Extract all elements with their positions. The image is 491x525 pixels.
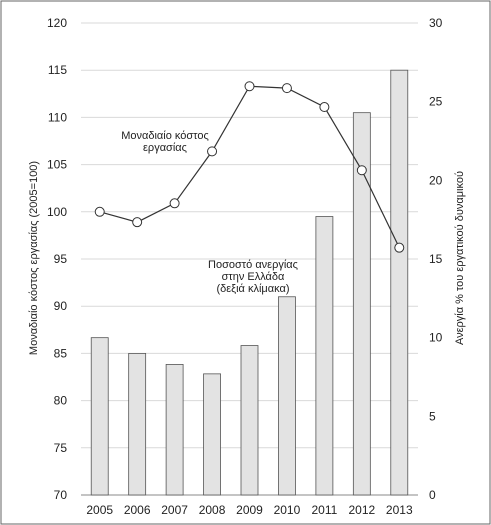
left-tick-label: 100 bbox=[47, 205, 67, 219]
point-2012 bbox=[356, 165, 367, 176]
left-tick-label: 115 bbox=[48, 63, 67, 77]
right-tick-label: 30 bbox=[429, 16, 443, 30]
left-axis-title: Μοναδιαίο κόστος εργασίας (2005=100) bbox=[28, 161, 40, 355]
left-tick-label: 110 bbox=[48, 110, 67, 124]
left-tick-label: 95 bbox=[54, 252, 68, 266]
point-2005 bbox=[94, 206, 105, 217]
point-2008 bbox=[207, 146, 218, 157]
annotation-line: εργασίας bbox=[143, 142, 187, 154]
right-tick-label: 0 bbox=[429, 488, 436, 502]
point-2013 bbox=[394, 242, 405, 253]
annotation-line: στην Ελλάδα bbox=[222, 271, 285, 283]
right-tick-label: 10 bbox=[429, 331, 443, 345]
right-tick-label: 25 bbox=[429, 95, 443, 109]
bar-2011 bbox=[315, 216, 334, 496]
annotation-line: Ποσοστό ανεργίας bbox=[208, 259, 298, 271]
x-tick-label: 2005 bbox=[86, 503, 113, 517]
right-tick-label: 5 bbox=[429, 409, 436, 423]
right-tick-label: 15 bbox=[429, 252, 443, 266]
point-2009 bbox=[244, 81, 255, 92]
point-2007 bbox=[169, 198, 180, 209]
right-tick-label: 20 bbox=[429, 173, 443, 187]
bar-2008 bbox=[203, 373, 221, 496]
line-series bbox=[94, 81, 405, 253]
bar-2009 bbox=[240, 345, 259, 496]
bar-2007 bbox=[165, 364, 184, 496]
bar-series bbox=[90, 69, 409, 496]
x-tick-label: 2007 bbox=[161, 503, 188, 517]
left-tick-label: 90 bbox=[54, 299, 68, 313]
annotation-line: (δεξιά κλίμακα) bbox=[216, 283, 289, 295]
left-tick-label: 85 bbox=[54, 346, 68, 360]
x-tick-label: 2008 bbox=[199, 503, 226, 517]
x-tick-label: 2013 bbox=[386, 503, 413, 517]
x-tick-label: 2011 bbox=[311, 503, 337, 517]
x-tick-label: 2009 bbox=[236, 503, 263, 517]
point-2011 bbox=[319, 102, 330, 113]
left-tick-label: 80 bbox=[54, 394, 68, 408]
left-tick-label: 75 bbox=[54, 441, 68, 455]
bar-2005 bbox=[90, 337, 109, 496]
bar-2010 bbox=[278, 296, 296, 496]
right-axis-title: Ανεργία % του εργατικού δυναμικού bbox=[454, 171, 466, 345]
bar-2012 bbox=[352, 112, 371, 496]
bar-2013 bbox=[390, 69, 409, 496]
point-2010 bbox=[281, 83, 292, 94]
axis-ticks: 70 75 80 85 90 95 100 105 110 115 120 0 5 10 15 20 25 30 2… bbox=[47, 16, 443, 517]
x-tick-label: 2012 bbox=[348, 503, 375, 517]
x-tick-label: 2006 bbox=[124, 503, 151, 517]
left-tick-label: 120 bbox=[47, 16, 67, 30]
x-tick-label: 2010 bbox=[274, 503, 301, 517]
left-tick-label: 70 bbox=[54, 488, 68, 502]
point-2006 bbox=[132, 217, 143, 228]
left-tick-label: 105 bbox=[47, 158, 67, 172]
bar-2006 bbox=[128, 352, 147, 496]
annotation-line: Μοναδιαίο κόστος bbox=[121, 130, 209, 142]
